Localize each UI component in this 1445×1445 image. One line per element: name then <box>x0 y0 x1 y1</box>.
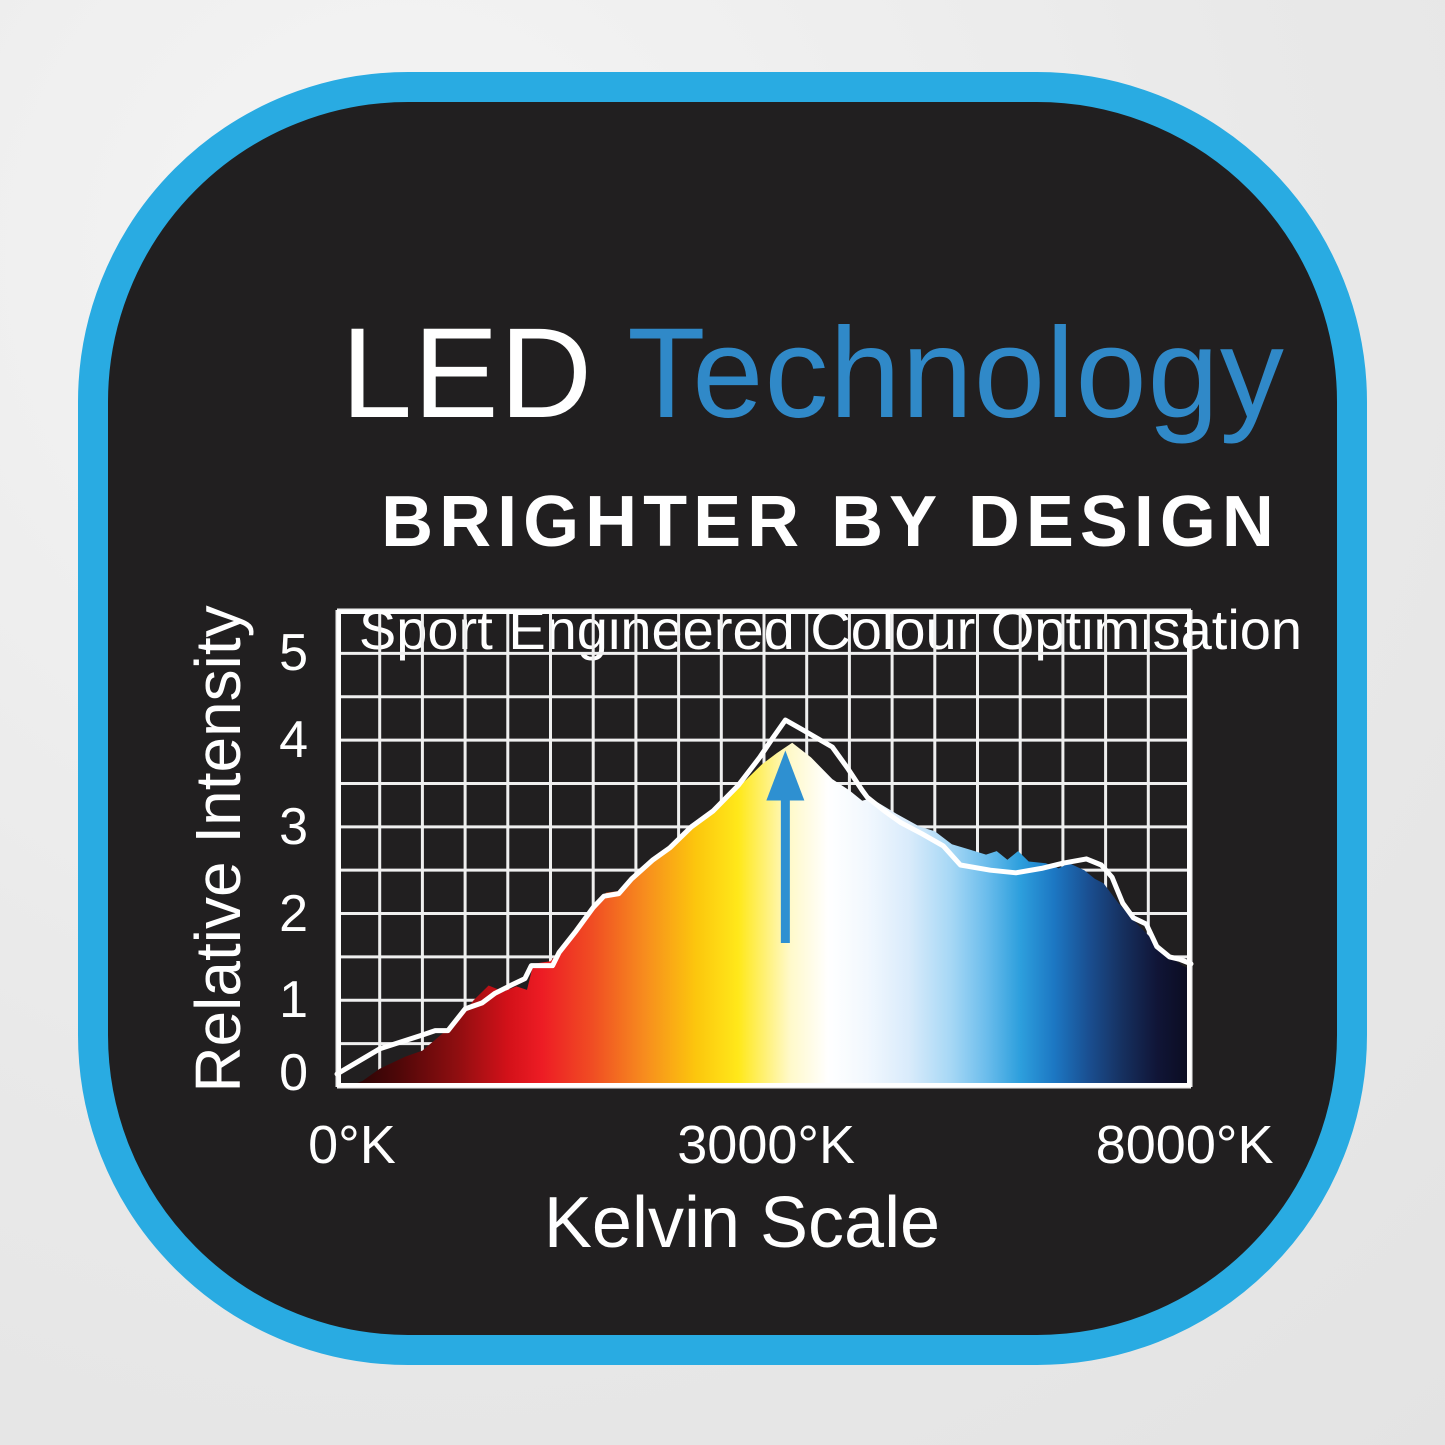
peak-arrow-icon <box>766 750 805 944</box>
x-tick-label: 0°K <box>308 1115 396 1175</box>
y-tick-label: 5 <box>279 624 308 683</box>
reference-intensity-line <box>334 717 1194 1077</box>
title-led-text: LED <box>341 302 593 445</box>
led-spectrum-area <box>347 742 1191 1087</box>
y-tick-label: 1 <box>279 971 308 1030</box>
x-tick-label: 3000°K <box>677 1115 855 1175</box>
y-tick-label: 3 <box>279 797 308 856</box>
kelvin-intensity-chart <box>334 608 1194 1089</box>
y-tick-label: 0 <box>279 1044 308 1102</box>
plot-border <box>337 610 1191 1087</box>
x-axis-title: Kelvin Scale <box>543 1183 941 1263</box>
y-tick-label: 4 <box>279 711 308 770</box>
x-tick-label: 8000°K <box>1095 1115 1274 1175</box>
y-tick-label: 2 <box>279 884 308 943</box>
page-title: LED Technology <box>341 310 1285 438</box>
subtitle-brighter-by-design: BRIGHTER BY DESIGN <box>381 482 1280 562</box>
title-technology-text: Technology <box>627 302 1285 445</box>
